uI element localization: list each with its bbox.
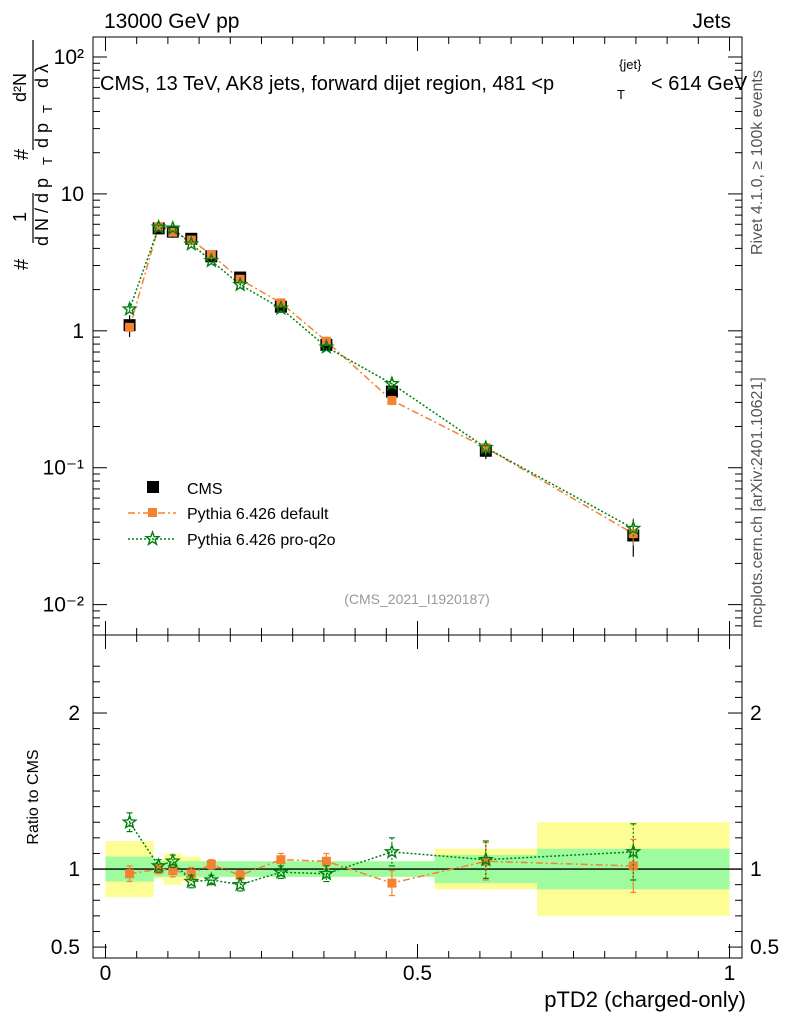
axes: 10⁻² 10⁻¹ 1 10 10² 0.5 0.5 1 1 2 2 0 0.5 1 bbox=[43, 37, 779, 985]
ratio-y-tick-label-right: 2 bbox=[750, 702, 762, 725]
ratio-y-tick-label-right: 0.5 bbox=[750, 936, 779, 959]
proq2o-point bbox=[625, 519, 642, 536]
ratio-proq2o-point bbox=[272, 863, 290, 880]
ylabel-t-1: T bbox=[40, 157, 55, 165]
ylabel-dn-dpt: d N / d p bbox=[32, 178, 52, 246]
ratio-y-tick-label: 0.5 bbox=[51, 936, 80, 959]
legend-default-label: Pythia 6.426 default bbox=[187, 506, 329, 523]
proq2o-point bbox=[477, 439, 494, 455]
ylabel-dlambda: d λ bbox=[32, 64, 52, 88]
proq2o-point bbox=[383, 375, 400, 391]
ratio-proq2o-point bbox=[183, 872, 200, 889]
ratio-default-point bbox=[235, 870, 245, 880]
xlabel: pTD2 (charged-only) bbox=[544, 987, 746, 1012]
x-tick-label: 0 bbox=[100, 962, 112, 985]
ratio-default-point bbox=[387, 878, 397, 888]
default-point bbox=[168, 227, 178, 237]
ratio-proq2o-point bbox=[232, 876, 249, 892]
ylabel-dpt-dl: d p bbox=[32, 123, 52, 148]
ylabel-hash-2: # bbox=[11, 148, 33, 160]
default-point bbox=[628, 529, 638, 539]
plot-title: CMS, 13 TeV, AK8 jets, forward dijet reg… bbox=[100, 57, 748, 102]
ratio-proq2o-point bbox=[203, 871, 220, 887]
proq2o-point bbox=[232, 276, 249, 292]
proq2o-point bbox=[183, 235, 200, 252]
main-y-tick-label: 10² bbox=[54, 46, 84, 69]
proq2o-point bbox=[203, 252, 220, 268]
ratio-default-point bbox=[321, 856, 331, 866]
title-prefix: CMS, 13 TeV, AK8 jets, forward dijet reg… bbox=[100, 73, 554, 95]
ratio-proq2o-line bbox=[128, 821, 634, 886]
legend-cms-label: CMS bbox=[187, 481, 223, 498]
ylabel-t-2: T bbox=[40, 105, 55, 113]
ylabel-one: 1 bbox=[10, 212, 30, 222]
ratio-proq2o-point bbox=[164, 852, 181, 869]
ratio-proq2o-point bbox=[383, 843, 401, 859]
proq2o-point bbox=[150, 218, 167, 235]
ylabel-d2n: d²N bbox=[10, 73, 30, 102]
ratio-proq2o-point bbox=[318, 865, 335, 881]
ratio-default-point bbox=[276, 855, 286, 865]
main-y-tick-label: 10 bbox=[61, 183, 84, 206]
default-point bbox=[481, 443, 491, 453]
rivet-version-label: Rivet 4.1.0, ≥ 100k events bbox=[749, 70, 766, 255]
ratio-y-tick-label: 1 bbox=[68, 858, 80, 881]
main-y-tick-label: 1 bbox=[72, 320, 84, 343]
title-superscript: {jet} bbox=[619, 57, 642, 72]
title-subscript: T bbox=[617, 87, 625, 102]
title-suffix: < 614 GeV bbox=[651, 73, 748, 95]
proq2o-point bbox=[121, 300, 138, 317]
legend-cms-marker bbox=[147, 481, 159, 493]
legend-proq2o-marker bbox=[144, 529, 161, 547]
top-right-label: Jets bbox=[692, 10, 731, 33]
ratio-proq2o-point bbox=[625, 843, 642, 859]
proq2o-point bbox=[318, 338, 335, 355]
ratio-panel-frame bbox=[92, 634, 743, 959]
ylabel-hash-1: # bbox=[11, 258, 33, 270]
analysis-id: (CMS_2021_I1920187) bbox=[344, 591, 490, 607]
legend-proq2o-label: Pythia 6.426 pro-q2o bbox=[187, 532, 336, 549]
ratio-proq2o-point bbox=[477, 851, 494, 867]
ratio-y-tick-label: 2 bbox=[68, 702, 80, 725]
ratio-ylabel: Ratio to CMS bbox=[25, 749, 42, 844]
x-tick-label: 1 bbox=[724, 962, 736, 985]
ratio-default-point bbox=[168, 866, 178, 876]
proq2o-point bbox=[272, 299, 289, 316]
ratio-default-point bbox=[206, 859, 216, 869]
ratio-proq2o-point bbox=[121, 813, 138, 830]
ratio-y-tick-label-right: 1 bbox=[750, 858, 762, 881]
default-point bbox=[387, 395, 397, 405]
ratio-default-point bbox=[628, 861, 638, 871]
mcplots-label: mcplots.cern.ch [arXiv:2401.10621] bbox=[749, 377, 766, 628]
main-y-tick-label: 10⁻² bbox=[43, 594, 84, 617]
data-marks bbox=[121, 218, 642, 897]
legend-default-marker bbox=[148, 508, 157, 517]
legend: CMS Pythia 6.426 default Pythia 6.426 pr… bbox=[128, 481, 336, 549]
main-y-tick-label: 10⁻¹ bbox=[43, 457, 84, 480]
uncertainty-bands bbox=[93, 822, 742, 916]
ratio-proq2o-point bbox=[150, 857, 167, 873]
default-point bbox=[125, 322, 135, 332]
main-ylabel: # 1 d N / d p T # d²N d p T d λ bbox=[10, 40, 55, 270]
x-tick-label: 0.5 bbox=[403, 962, 432, 985]
default-point bbox=[186, 235, 196, 245]
ratio-default-point bbox=[125, 869, 135, 879]
top-left-label: 13000 GeV pp bbox=[104, 10, 239, 33]
proq2o-point bbox=[164, 219, 181, 236]
